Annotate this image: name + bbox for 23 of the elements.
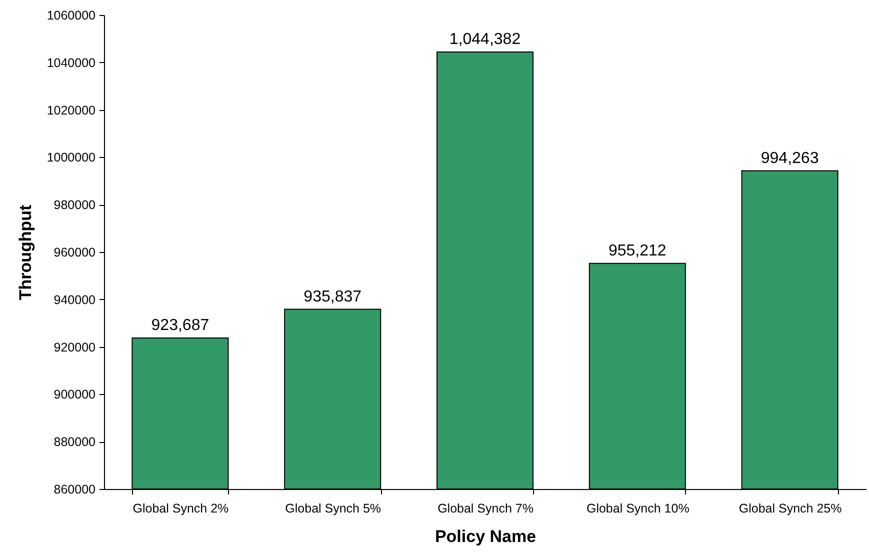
y-tick-label: 1000000 (46, 150, 96, 165)
data-label: 994,263 (760, 150, 819, 167)
y-tick-label: 880000 (54, 435, 96, 450)
data-label: 955,212 (608, 242, 666, 260)
data-label: 923,687 (151, 317, 210, 334)
y-tick-label: 1040000 (46, 56, 96, 70)
data-label: 1,044,382 (449, 31, 521, 48)
y-tick-label: 960000 (54, 246, 96, 260)
x-tick-label: Global Synch 10% (586, 502, 690, 516)
y-tick-label: 860000 (54, 482, 96, 496)
data-label: 935,837 (304, 288, 362, 306)
y-tick-label: 980000 (54, 198, 96, 212)
y-tick-label: 1020000 (46, 103, 96, 118)
y-tick-label: 900000 (54, 388, 96, 402)
y-tick-label: 920000 (54, 340, 96, 354)
x-tick-label: Global Synch 7% (438, 502, 534, 516)
x-tick-label: Global Synch 5% (285, 502, 382, 516)
y-tick-label: 940000 (54, 292, 96, 307)
x-tick-label: Global Synch 2% (132, 502, 229, 516)
x-tick-label: Global Synch 25% (738, 502, 842, 516)
y-tick-label: 1060000 (46, 8, 96, 22)
x-axis-title: Policy Name (434, 527, 536, 546)
y-axis-title: Throughput (16, 204, 35, 300)
